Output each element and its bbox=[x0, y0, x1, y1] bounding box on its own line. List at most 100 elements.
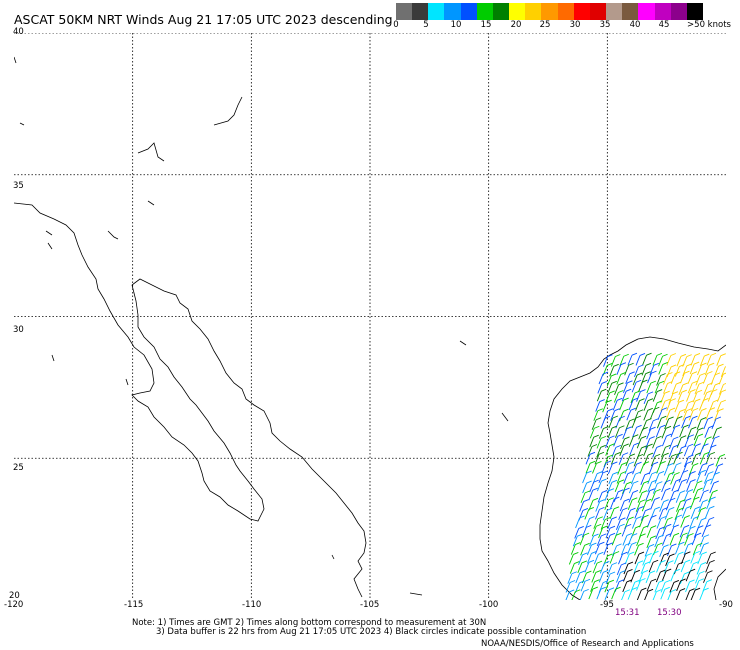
island bbox=[47, 242, 53, 250]
wind-barb bbox=[588, 586, 598, 600]
wind-barb bbox=[613, 489, 624, 502]
wind-barb bbox=[598, 470, 609, 484]
wind-barb bbox=[639, 480, 649, 494]
wind-barb bbox=[681, 497, 692, 511]
wind-barb bbox=[605, 571, 616, 585]
colorbar-label: 30 bbox=[569, 20, 581, 30]
wind-barb bbox=[705, 451, 716, 465]
wind-barb bbox=[607, 380, 617, 394]
wind-barb bbox=[625, 371, 635, 384]
wind-barb bbox=[695, 372, 706, 386]
wind-barb bbox=[647, 471, 657, 485]
wind-barb bbox=[711, 416, 722, 430]
wind-barb bbox=[676, 499, 686, 512]
wind-barb bbox=[657, 407, 668, 420]
wind-barb bbox=[580, 542, 590, 556]
wind-barb bbox=[683, 542, 694, 555]
colorbar-label: 25 bbox=[539, 20, 551, 30]
wind-barb bbox=[660, 579, 671, 593]
wind-barb bbox=[620, 542, 631, 556]
island bbox=[501, 412, 509, 422]
y-tick-label: 25 bbox=[13, 463, 24, 473]
wind-barb bbox=[664, 471, 675, 485]
colorbar-segment bbox=[428, 3, 445, 20]
wind-barb bbox=[654, 380, 665, 394]
wind-barb bbox=[594, 451, 605, 465]
wind-barb bbox=[614, 382, 624, 395]
wind-barb bbox=[580, 578, 591, 592]
wind-barb bbox=[589, 533, 599, 547]
wind-barb bbox=[632, 516, 642, 529]
wind-barb bbox=[706, 352, 717, 366]
wind-barb bbox=[652, 389, 663, 402]
wind-barb bbox=[609, 496, 620, 510]
wind-barb bbox=[702, 579, 712, 592]
wind-barb bbox=[627, 587, 638, 600]
island bbox=[19, 122, 25, 126]
island bbox=[137, 142, 165, 162]
wind-barb bbox=[673, 561, 684, 575]
wind-barb bbox=[610, 452, 621, 465]
wind-barb bbox=[604, 488, 615, 501]
wind-barb bbox=[641, 362, 652, 376]
wind-barb bbox=[670, 568, 680, 582]
wind-barb bbox=[641, 371, 651, 384]
wind-barb bbox=[691, 452, 702, 466]
wind-barb bbox=[680, 559, 691, 573]
wind-barb bbox=[695, 570, 705, 584]
colorbar-label: 0 bbox=[393, 20, 399, 30]
wind-barb bbox=[716, 399, 726, 413]
wind-barb bbox=[702, 436, 712, 450]
wind-barb bbox=[636, 435, 647, 449]
wind-barb bbox=[603, 542, 613, 555]
island bbox=[45, 230, 53, 236]
wind-barb bbox=[588, 497, 599, 511]
wind-barb bbox=[686, 389, 696, 402]
wind-barb bbox=[596, 435, 607, 449]
wind-barb bbox=[615, 517, 626, 531]
wind-barb bbox=[621, 523, 632, 537]
wind-barb bbox=[605, 532, 616, 546]
wind-barb bbox=[598, 371, 609, 385]
wind-barb bbox=[676, 353, 687, 367]
wind-barb bbox=[650, 453, 661, 467]
wind-barb bbox=[688, 462, 699, 476]
wind-barb bbox=[608, 415, 619, 429]
lat-lon-grid bbox=[14, 33, 726, 600]
wind-barb bbox=[625, 453, 636, 467]
wind-barb bbox=[686, 479, 696, 492]
wind-barb bbox=[682, 363, 692, 377]
wind-barb bbox=[630, 569, 640, 583]
wind-barb bbox=[571, 589, 581, 600]
wind-barb bbox=[628, 397, 639, 411]
wind-barb bbox=[592, 560, 603, 574]
wind-barb bbox=[676, 578, 686, 592]
wind-barb bbox=[593, 516, 603, 529]
wind-barb bbox=[613, 433, 623, 447]
y-tick-label: 30 bbox=[13, 325, 24, 335]
wind-barb bbox=[704, 425, 714, 438]
wind-barb bbox=[691, 443, 701, 456]
wind-barb bbox=[627, 497, 638, 510]
wind-barb bbox=[610, 354, 621, 367]
wind-barb bbox=[577, 560, 587, 574]
wind-barb bbox=[579, 588, 589, 600]
wind-barb bbox=[699, 443, 709, 456]
wind-barb bbox=[598, 426, 609, 439]
wind-barb bbox=[635, 398, 645, 411]
wind-barb bbox=[598, 525, 608, 539]
wind-barb bbox=[697, 408, 707, 421]
wind-barb bbox=[645, 488, 655, 501]
wind-barb bbox=[689, 361, 700, 375]
wind-barb bbox=[611, 444, 622, 458]
wind-barb bbox=[660, 398, 671, 412]
wind-barb bbox=[690, 398, 701, 412]
wind-barb bbox=[636, 587, 647, 600]
wind-barb bbox=[646, 578, 657, 592]
wind-barb bbox=[643, 391, 654, 405]
wind-barb bbox=[627, 352, 638, 366]
wind-barb bbox=[597, 478, 607, 492]
wind-barb bbox=[678, 469, 689, 483]
wind-barb bbox=[687, 371, 698, 384]
wind-barb bbox=[699, 587, 709, 600]
